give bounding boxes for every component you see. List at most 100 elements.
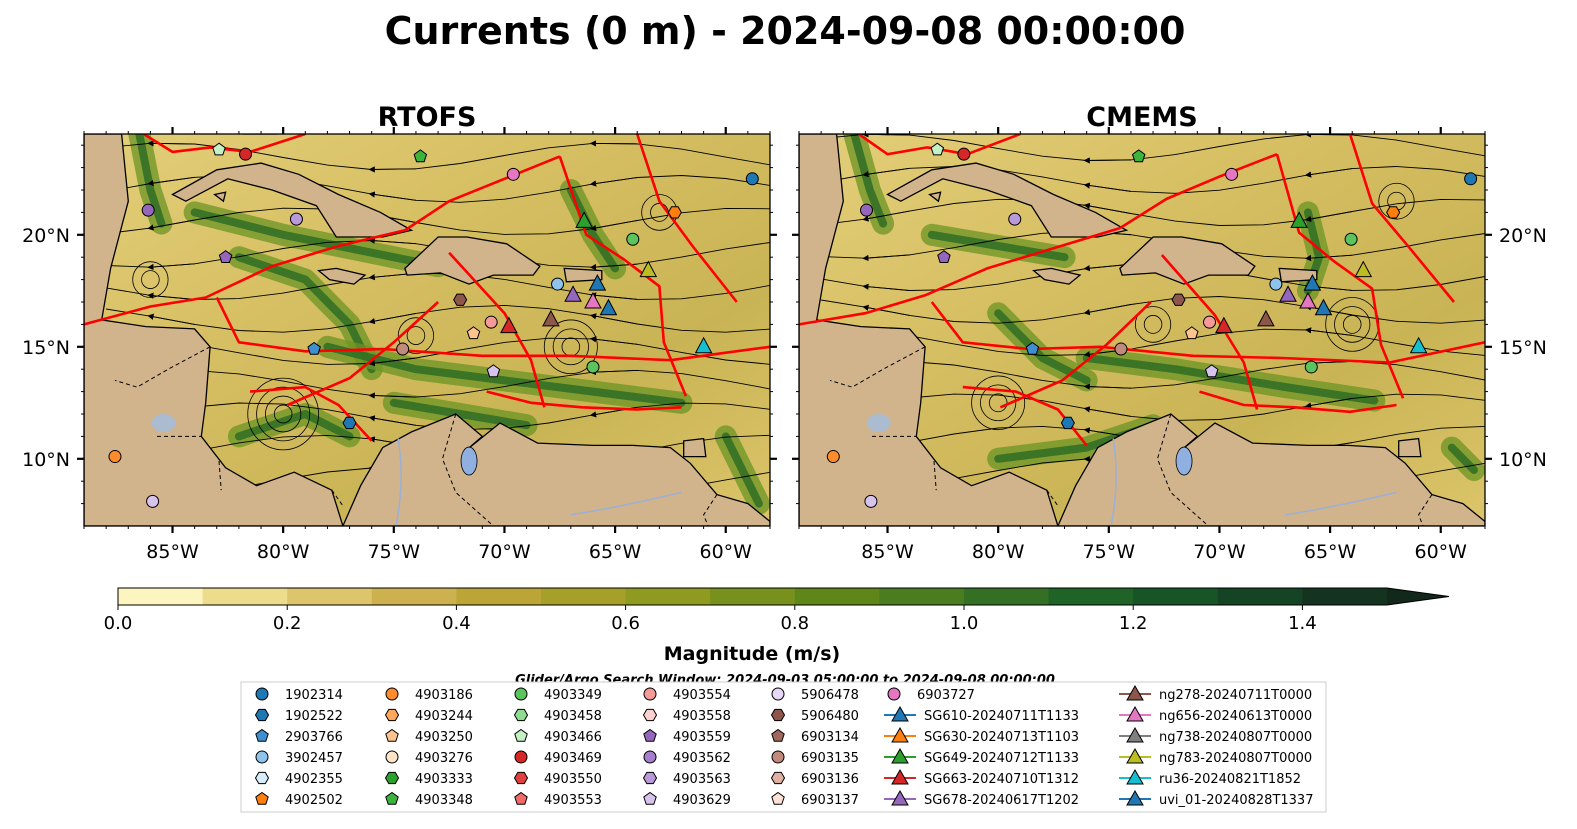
eddy-streamline bbox=[1378, 182, 1415, 220]
float-marker bbox=[239, 147, 253, 161]
streamline-arrow bbox=[368, 166, 416, 173]
lon-tick-label: 75°W bbox=[1083, 541, 1136, 563]
legend-item: 2903766 bbox=[255, 728, 343, 745]
land bbox=[404, 236, 541, 285]
float-marker bbox=[626, 232, 640, 246]
streamline-arrow bbox=[862, 304, 910, 316]
current-core bbox=[566, 186, 620, 273]
land bbox=[1032, 267, 1082, 285]
lat-tick-label: 20°N bbox=[1499, 225, 1547, 247]
colorbar-frame bbox=[117, 587, 1450, 606]
legend-marker bbox=[770, 771, 786, 785]
eez-boundary bbox=[857, 134, 1021, 156]
float-marker bbox=[342, 416, 357, 430]
river bbox=[395, 438, 402, 526]
colorbar-segment bbox=[794, 588, 880, 605]
land bbox=[1398, 437, 1422, 458]
eez-boundary bbox=[1119, 152, 1278, 230]
legend-marker bbox=[642, 708, 658, 722]
legend-label: 6903137 bbox=[801, 793, 859, 808]
lon-tick-label: 80°W bbox=[257, 541, 310, 563]
eez-boundary bbox=[1160, 254, 1259, 410]
float-marker bbox=[1225, 167, 1239, 181]
float-marker bbox=[1008, 212, 1022, 226]
country-border bbox=[933, 461, 937, 491]
legend-label: 4903554 bbox=[673, 688, 731, 703]
river bbox=[570, 491, 682, 516]
float-marker bbox=[1131, 149, 1146, 163]
river bbox=[1110, 438, 1117, 526]
streamline-arrow bbox=[1083, 304, 1132, 316]
legend-marker bbox=[1126, 768, 1144, 785]
land bbox=[342, 413, 770, 526]
colorbar-segment bbox=[964, 588, 1050, 605]
lake-maracaibo bbox=[1175, 446, 1193, 476]
legend-marker bbox=[887, 687, 901, 701]
eddy-streamline bbox=[265, 395, 302, 433]
lon-tick-label: 60°W bbox=[1415, 541, 1468, 563]
legend-item: 4903553 bbox=[514, 791, 602, 808]
legend-marker bbox=[891, 726, 909, 743]
legend-item: 4903562 bbox=[643, 750, 731, 766]
legend-label: 5906478 bbox=[801, 688, 859, 703]
legend-label: 2903766 bbox=[285, 730, 343, 745]
legend-label: SG610-20240711T1133 bbox=[924, 709, 1079, 724]
land bbox=[243, 134, 279, 135]
lat-tick-label: 15°N bbox=[1499, 337, 1547, 359]
eddy-streamline bbox=[132, 261, 169, 298]
streamline-arrow bbox=[1304, 327, 1353, 336]
float-marker bbox=[1204, 364, 1219, 378]
streamline-arrow bbox=[862, 210, 910, 222]
legend-label: 4902502 bbox=[285, 793, 343, 808]
legend-item: 6903136 bbox=[770, 771, 859, 787]
current-core bbox=[1082, 354, 1379, 405]
eez-boundary bbox=[404, 155, 561, 232]
legend-label: ng738-20240807T0000 bbox=[1159, 730, 1312, 745]
legend-item: 6903134 bbox=[771, 728, 859, 745]
lake-nicaragua bbox=[866, 413, 891, 432]
legend-item: 4903333 bbox=[384, 771, 473, 787]
float-marker bbox=[1025, 341, 1040, 355]
legend-item: 4903458 bbox=[513, 708, 602, 724]
colorbar-tick-label: 0.2 bbox=[273, 613, 302, 634]
country-border bbox=[829, 346, 926, 388]
land bbox=[84, 134, 344, 526]
legend-label: 4903458 bbox=[544, 709, 602, 724]
streamline-arrow bbox=[368, 191, 416, 201]
colorbar-segment bbox=[456, 588, 542, 605]
streamline-arrow bbox=[862, 283, 910, 291]
legend-label: 4903553 bbox=[544, 793, 602, 808]
legend-item: 4903244 bbox=[384, 708, 473, 724]
land bbox=[171, 162, 414, 238]
float-marker bbox=[141, 203, 155, 217]
legend-item: ng656-20240613T0000 bbox=[1119, 705, 1312, 724]
map-frame bbox=[83, 133, 771, 527]
float-marker bbox=[1185, 326, 1199, 340]
float-marker bbox=[859, 203, 873, 217]
legend-marker bbox=[385, 728, 399, 742]
legend-marker bbox=[891, 789, 909, 806]
float-marker bbox=[667, 206, 682, 219]
lat-tick-label: 10°N bbox=[22, 449, 70, 471]
country-border bbox=[703, 494, 718, 526]
colorbar-tick-label: 1.4 bbox=[1288, 613, 1317, 634]
glider-marker bbox=[639, 260, 658, 278]
legend-marker bbox=[643, 728, 657, 742]
colorbar-segment bbox=[541, 588, 627, 605]
eez-boundary bbox=[930, 301, 1485, 364]
streamline-arrow bbox=[1083, 406, 1132, 417]
streamline-arrow bbox=[589, 177, 638, 187]
legend-label: 4903562 bbox=[673, 751, 731, 766]
streamline bbox=[106, 207, 770, 235]
lat-tick-label: 10°N bbox=[1499, 449, 1547, 471]
eez-boundary bbox=[84, 229, 406, 326]
legend-label: ng656-20240613T0000 bbox=[1159, 709, 1312, 724]
country-border bbox=[1156, 413, 1209, 526]
land bbox=[213, 191, 227, 203]
lon-tick-label: 85°W bbox=[861, 541, 914, 563]
legend-marker bbox=[255, 750, 269, 764]
legend-item: 4903629 bbox=[643, 791, 731, 808]
legend-item: ru36-20240821T1852 bbox=[1119, 768, 1301, 787]
legend-item: 4903558 bbox=[642, 708, 731, 724]
country-border bbox=[1046, 489, 1059, 507]
